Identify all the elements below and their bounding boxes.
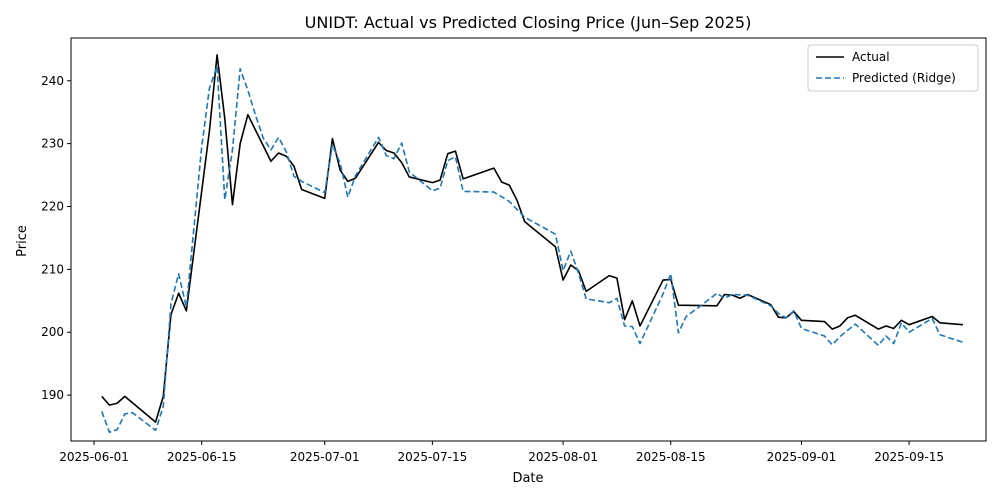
legend-box <box>807 44 979 92</box>
legend: Actual Predicted (Ridge) <box>807 44 979 92</box>
predicted-series-line <box>101 65 964 433</box>
y-tick-label: 210 <box>41 262 64 276</box>
x-tick-label: 2025-09-01 <box>767 450 837 464</box>
y-axis-label: Price <box>15 225 30 257</box>
x-tick-label: 2025-06-15 <box>167 450 237 464</box>
legend-label: Predicted (Ridge) <box>852 71 956 85</box>
x-axis-label: Date <box>512 471 543 486</box>
legend-label: Actual <box>852 50 890 64</box>
x-tick-label: 2025-07-01 <box>290 450 360 464</box>
x-tick-label: 2025-08-15 <box>636 450 706 464</box>
y-tick-label: 240 <box>41 74 64 88</box>
plot-frame <box>70 37 987 442</box>
actual-series-line <box>101 54 963 423</box>
y-tick-label: 230 <box>41 137 64 151</box>
x-tick-label: 2025-06-01 <box>59 450 129 464</box>
x-tick-label: 2025-08-01 <box>528 450 598 464</box>
x-tick-label: 2025-07-15 <box>398 450 468 464</box>
y-tick-label: 200 <box>41 325 64 339</box>
x-axis: 2025-06-01 2025-06-15 2025-07-01 2025-07-15… <box>59 441 944 464</box>
plot-area <box>70 37 987 442</box>
y-axis: 190 200 210 220 230 240 <box>41 74 71 402</box>
chart-title: UNIDT: Actual vs Predicted Closing Price… <box>305 13 752 32</box>
y-tick-label: 190 <box>41 388 64 402</box>
y-tick-label: 220 <box>41 199 64 213</box>
x-tick-label: 2025-09-15 <box>874 450 944 464</box>
